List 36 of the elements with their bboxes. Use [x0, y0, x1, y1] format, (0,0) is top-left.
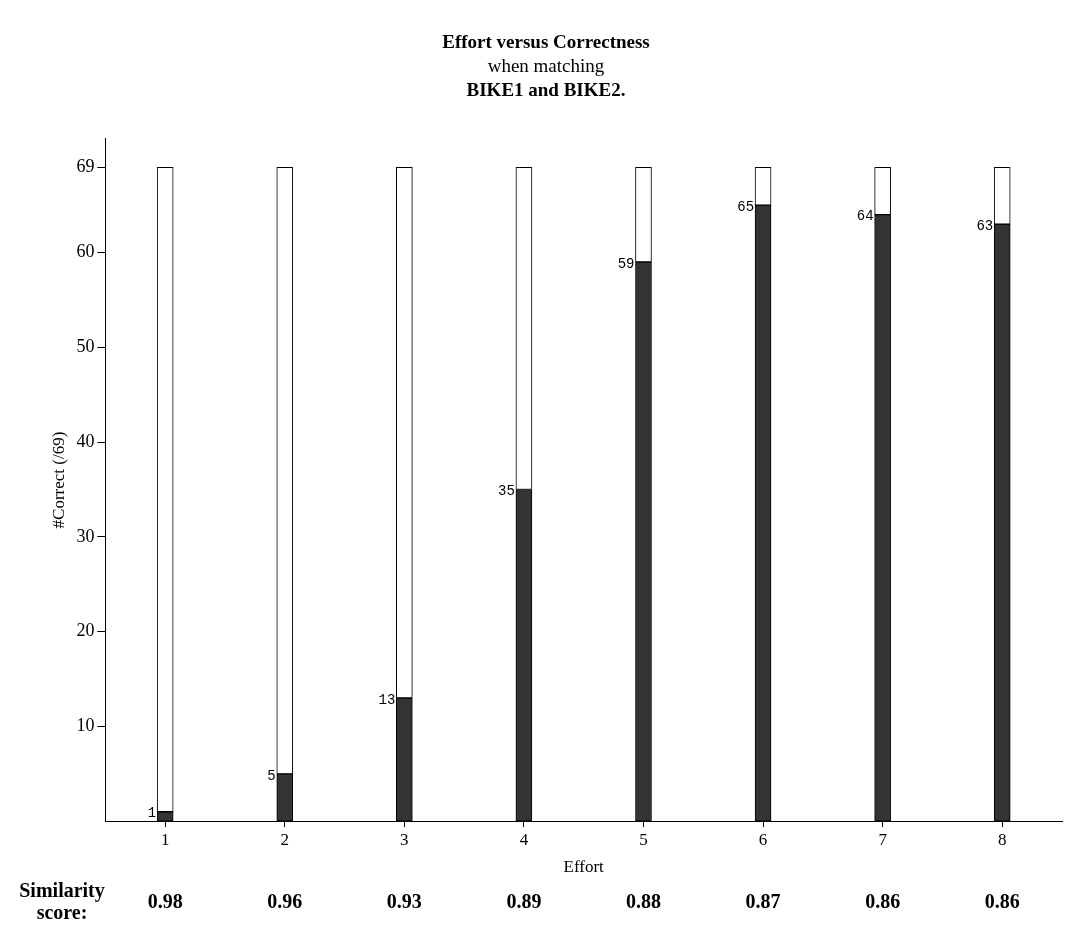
text: 0.89 — [506, 890, 542, 913]
data-label: 64 — [856, 208, 874, 225]
x-tick-label: 6 — [758, 829, 768, 849]
x-tick-label: 2 — [280, 829, 290, 849]
y-tick-label: 30 — [76, 525, 95, 546]
data-label: 13 — [378, 691, 396, 708]
text: Similarity score: — [19, 879, 105, 924]
y-tick-label: 10 — [76, 715, 95, 736]
y-tick-label: 20 — [76, 620, 95, 641]
data-label: 35 — [498, 483, 515, 500]
data-label: 63 — [976, 217, 994, 234]
x-tick-label: 5 — [639, 829, 648, 849]
data-label: 5 — [267, 767, 276, 784]
x-tick-label: 3 — [400, 829, 409, 849]
x-tick-label: 7 — [878, 829, 888, 849]
chart-title: Effort versus Correctness — [441, 30, 651, 54]
data-label: 59 — [617, 255, 635, 272]
x-tick-label: 1 — [160, 829, 170, 849]
x-tick-label: 8 — [997, 829, 1007, 849]
x-axis-title: Effort — [563, 857, 605, 877]
data-label: 1 — [147, 805, 157, 822]
y-tick-label: 60 — [76, 241, 95, 262]
text: 0.93 — [386, 890, 422, 913]
text: 0.96 — [267, 890, 303, 913]
y-tick-label: 69 — [76, 155, 95, 176]
text: 0.98 — [147, 890, 183, 913]
text: 0.88 — [625, 890, 661, 913]
y-tick-label: 50 — [76, 336, 95, 357]
text: 0.87 — [745, 890, 781, 913]
text: 0.86 — [984, 890, 1020, 913]
data-label: 65 — [737, 198, 755, 215]
text: 0.86 — [865, 890, 901, 913]
x-tick-label: 4 — [519, 829, 529, 849]
chart-subtitle: when matching BIKE1 and BIKE2. — [465, 54, 627, 102]
y-axis-title: #Correct (/69) — [48, 431, 68, 529]
y-tick-label: 40 — [76, 430, 95, 451]
